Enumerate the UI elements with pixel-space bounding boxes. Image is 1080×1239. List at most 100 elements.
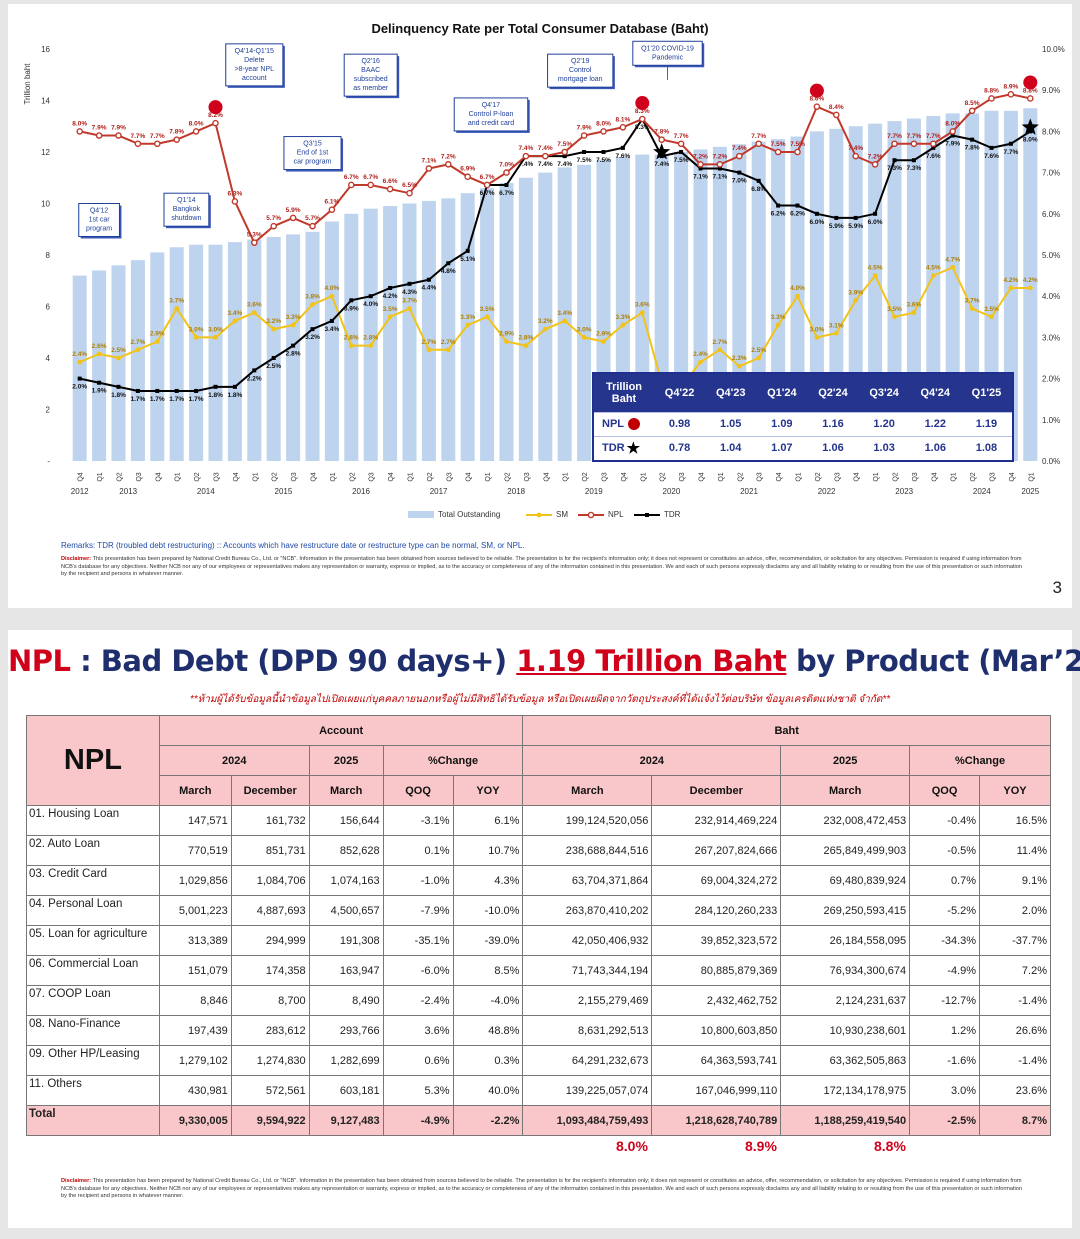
npl-line (79, 93, 1031, 245)
sm-data-label: 4.2% (1003, 277, 1018, 284)
sm-point (814, 335, 820, 340)
table-cell: -1.4% (979, 1045, 1051, 1076)
sm-point (116, 355, 121, 361)
npl-data-label: 7.9% (92, 125, 107, 132)
year-header: 2025 (308, 745, 384, 776)
table-cell: 8,700 (230, 985, 310, 1016)
table-cell: 851,731 (230, 835, 310, 866)
npl-ratio: 8.0% (616, 1138, 648, 1154)
npl-point (270, 222, 278, 230)
npl-data-label: 7.7% (751, 133, 766, 140)
table-cell: 4.3% (452, 865, 524, 896)
x-tick-quarter: Q3 (291, 472, 298, 481)
summary-cell: 1.06 (909, 435, 961, 460)
tdr-point (1028, 129, 1033, 134)
sm-point (290, 322, 296, 328)
tdr-data-label: 6.0% (809, 219, 824, 226)
npl-point (910, 140, 918, 148)
table-cell: 172,134,178,975 (780, 1075, 911, 1106)
npl-point (677, 140, 685, 148)
annotation-text: Q4'14-Q1'15 (235, 48, 274, 55)
npl-point (76, 128, 83, 135)
tdr-data-label: 8.0% (1023, 136, 1038, 143)
col-header: December (651, 775, 782, 806)
npl-data-label: 7.7% (130, 133, 145, 140)
x-tick-quarter: Q2 (970, 472, 977, 481)
sm-data-label: 2.5% (111, 347, 126, 354)
product-name: 01. Housing Loan (26, 805, 160, 836)
tdr-data-label: 7.6% (926, 153, 941, 160)
table-cell: 1,274,830 (230, 1045, 310, 1076)
sm-data-label: 2.6% (92, 343, 107, 350)
tdr-point (834, 215, 839, 220)
tdr-data-label: 7.1% (693, 173, 708, 180)
sm-data-label: 3.4% (557, 310, 572, 317)
table-cell: 151,079 (158, 955, 232, 986)
sm-point (271, 326, 277, 332)
tdr-data-label: 4.4% (421, 285, 436, 292)
tdr-data-label: 1.8% (208, 392, 223, 399)
table-cell: 10,800,603,850 (651, 1015, 782, 1046)
table-cell: -4.0% (452, 985, 524, 1016)
summary-row-label: NPL (594, 411, 654, 436)
table-cell: 770,519 (158, 835, 232, 866)
x-tick-quarter: Q1 (175, 472, 182, 481)
y-axis-label: Trillion baht (23, 63, 32, 105)
tdr-data-label: 6.7% (499, 190, 514, 197)
sm-point (96, 351, 102, 357)
tdr-data-label: 6.8% (751, 186, 766, 193)
npl-label: NPL (602, 417, 624, 430)
group-account-header: Account (158, 715, 524, 746)
total-cell: -4.9% (382, 1105, 454, 1136)
y-tick-left: 8 (46, 251, 51, 260)
x-tick-year: 2023 (895, 487, 913, 496)
x-tick-quarter: Q1 (640, 472, 647, 481)
table-cell: -4.9% (909, 955, 981, 986)
npl-point (192, 128, 200, 135)
x-tick-quarter: Q4 (388, 472, 395, 481)
annotation-text: Q2'19 (571, 58, 590, 65)
summary-cell: 1.20 (858, 411, 910, 436)
tdr-data-label: 7.4% (654, 161, 669, 168)
sm-data-label: 2.8% (344, 335, 359, 342)
table-cell: 191,308 (308, 925, 384, 956)
x-tick-quarter: Q1 (330, 472, 337, 481)
annotation-text: Delete (244, 57, 264, 64)
delinquency-chart: Delinquency Rate per Total Consumer Data… (23, 21, 1065, 519)
annotation-box (632, 40, 703, 66)
npl-point (250, 239, 258, 246)
table-cell: -35.1% (382, 925, 454, 956)
summary-cell: 1.07 (756, 435, 808, 460)
table-cell: 0.1% (382, 835, 454, 866)
sm-point (736, 363, 742, 369)
sm-data-label: 3.5% (887, 306, 902, 313)
tdr-point (174, 388, 179, 393)
table-cell: 5.3% (382, 1075, 454, 1106)
npl-point (406, 189, 413, 197)
x-tick-year: 2016 (352, 487, 370, 496)
tdr-data-label: 1.9% (92, 388, 107, 395)
product-name: 05. Loan for agriculture (26, 925, 160, 956)
npl-data-label: 7.5% (771, 141, 786, 148)
sm-data-label: 2.4% (72, 351, 87, 358)
npl-data-label: 8.8% (984, 87, 999, 94)
npl-point (852, 152, 860, 160)
tdr-point (795, 203, 800, 208)
total-outstanding-bar (441, 198, 456, 461)
y-tick-left: 2 (46, 406, 51, 415)
npl-data-label: 5.3% (247, 232, 262, 239)
sm-point (542, 326, 548, 332)
npl-point (930, 140, 937, 148)
total-outstanding-bar (227, 242, 242, 461)
x-tick-quarter: Q4 (233, 472, 240, 481)
y-tick-right: 8.0% (1042, 127, 1060, 136)
x-tick-quarter: Q4 (776, 472, 783, 481)
sm-data-label: 2.4% (693, 351, 708, 358)
page-number: 3 (1052, 578, 1062, 597)
tdr-data-label: 7.4% (557, 161, 572, 168)
table-row: 08. Nano-Finance 197,439 283,612 293,766 3.6… (26, 1015, 1051, 1046)
x-tick-year: 2018 (507, 487, 525, 496)
tdr-point (271, 356, 276, 360)
total-cell: 9,330,005 (158, 1105, 232, 1136)
table-cell: -3.1% (382, 805, 454, 836)
